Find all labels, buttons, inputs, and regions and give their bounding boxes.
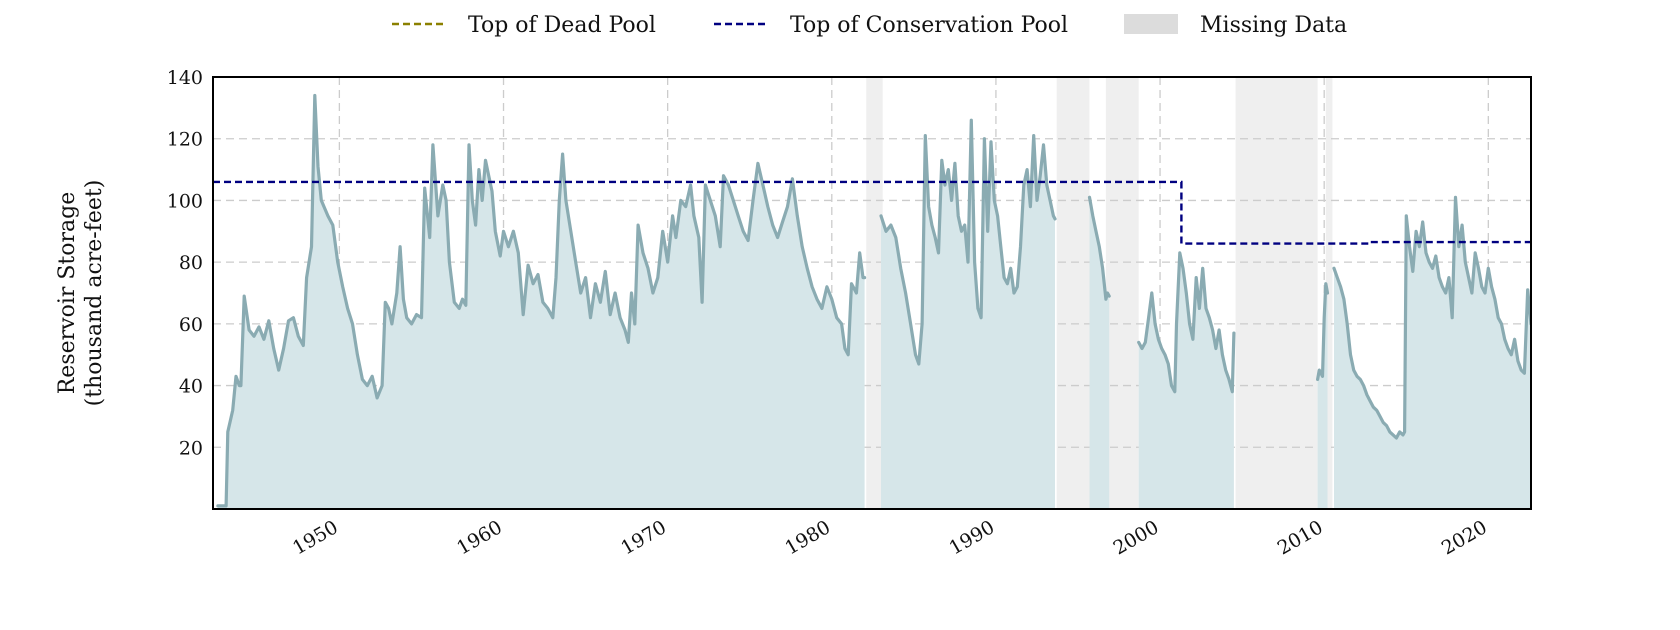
missing-data-legend-label: Missing Data: [1200, 13, 1347, 38]
y-axis-title-line1: Reservoir Storage: [55, 192, 80, 395]
storage-area-5: [1334, 197, 1531, 509]
x-tick-label-1950: 1950: [289, 516, 342, 559]
missing-data-band-3: [1235, 77, 1318, 509]
storage-area-2: [1089, 197, 1110, 509]
x-tick-label-2000: 2000: [1110, 516, 1163, 559]
x-tick-label-2020: 2020: [1438, 516, 1491, 559]
legend: Top of Dead Pool Top of Conservation Poo…: [392, 13, 1347, 38]
storage-area-4: [1317, 283, 1328, 509]
x-tick-label-1960: 1960: [453, 516, 506, 559]
pool-lines: [213, 180, 1531, 245]
y-axis-title-line2: (thousand acre-feet): [82, 180, 107, 407]
missing-data-band-4: [1325, 77, 1333, 509]
storage-line-4: [1315, 282, 1330, 381]
conservation-pool-line: [213, 180, 1531, 245]
x-tick-labels: 1950 1960 1970 1980 1990 2000 2010 2020: [289, 516, 1491, 559]
dead-pool-legend-label: Top of Dead Pool: [468, 13, 656, 38]
plot-frame: [212, 76, 1532, 510]
storage-lines: [216, 93, 1531, 508]
missing-data-band-2: [1105, 77, 1139, 509]
storage-line-1: [879, 118, 1057, 366]
y-tick-labels: 20 40 60 80 100 120 140: [167, 67, 203, 459]
missing-data-band-0: [866, 77, 883, 509]
y-tick-label-100: 100: [167, 190, 203, 212]
y-tick-label-60: 60: [179, 314, 203, 336]
x-tick-label-1990: 1990: [946, 516, 999, 559]
x-tick-label-1970: 1970: [617, 516, 670, 559]
conservation-pool-legend-label: Top of Conservation Pool: [790, 13, 1068, 38]
storage-line-0: [216, 93, 867, 508]
y-tick-label-140: 140: [167, 67, 203, 89]
missing-data-band-1: [1056, 77, 1090, 509]
storage-area-3: [1138, 252, 1234, 509]
missing-data-bands: [866, 77, 1333, 509]
storage-line-5: [1332, 195, 1531, 440]
y-tick-label-20: 20: [179, 437, 203, 459]
x-tick-label-1980: 1980: [781, 516, 834, 559]
storage-line-3: [1137, 251, 1236, 394]
storage-line-2: [1087, 195, 1111, 301]
storage-area-0: [217, 95, 865, 509]
y-tick-label-40: 40: [179, 376, 203, 398]
missing-data-legend-swatch: [1124, 14, 1178, 34]
y-tick-label-120: 120: [167, 129, 203, 151]
x-tick-label-2010: 2010: [1274, 516, 1327, 559]
y-tick-label-80: 80: [179, 252, 203, 274]
